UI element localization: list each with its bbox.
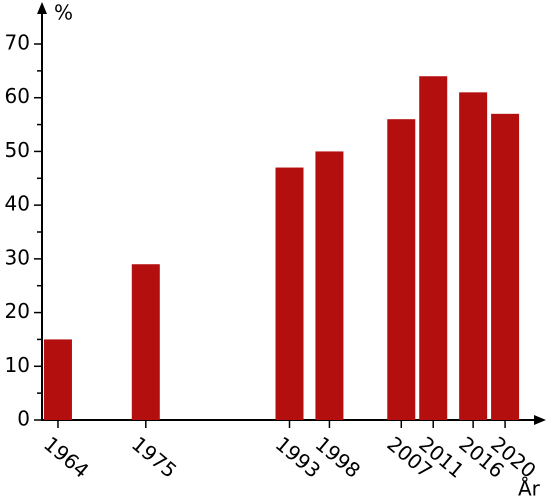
x-tick-label: 1993 <box>271 432 325 483</box>
bar <box>459 92 488 420</box>
y-tick-label: 60 <box>5 84 30 108</box>
bar <box>387 119 416 420</box>
x-axis-label: År <box>518 477 541 501</box>
y-tick-label: 50 <box>5 138 30 162</box>
bar <box>315 151 344 420</box>
bar <box>419 76 448 420</box>
x-axis-arrow <box>534 415 546 425</box>
y-tick-label: 40 <box>5 192 30 216</box>
y-tick-label: 70 <box>5 31 30 55</box>
y-axis-label: % <box>54 1 73 25</box>
x-tick-label: 1964 <box>39 432 93 483</box>
bar <box>491 113 520 420</box>
y-tick-label: 30 <box>5 245 30 269</box>
y-tick-label: 20 <box>5 299 30 323</box>
bar <box>131 264 160 420</box>
y-tick-label: 0 <box>17 407 30 431</box>
x-tick-label: 1998 <box>311 432 365 483</box>
y-axis-arrow <box>37 2 47 14</box>
bar <box>43 339 72 420</box>
y-tick-label: 10 <box>5 353 30 377</box>
x-tick-label: 1975 <box>127 432 181 483</box>
bar <box>275 167 304 420</box>
